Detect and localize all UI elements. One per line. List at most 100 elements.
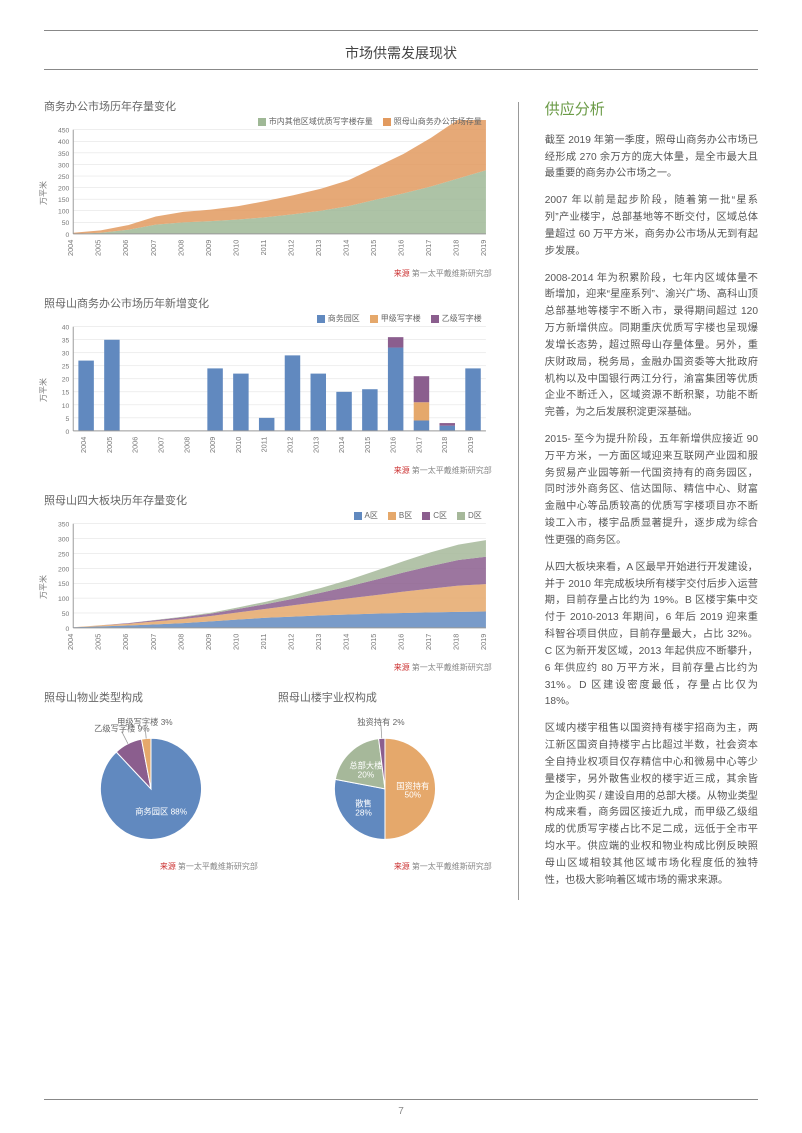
svg-text:2004: 2004 [79,437,88,453]
right-column: 供应分析 截至 2019 年第一季度，照母山商务办公市场已经形成 270 余万方… [545,98,758,900]
article-paragraph: 区域内楼宇租售以国资持有楼宇招商为主，两江新区国资自持楼宇占比超过半数，社会资本… [545,721,758,889]
svg-text:350: 350 [58,522,70,529]
svg-text:2015: 2015 [369,634,378,650]
svg-text:2006: 2006 [131,437,140,453]
svg-text:2018: 2018 [451,634,460,650]
article-body: 截至 2019 年第一季度，照母山商务办公市场已经形成 270 余万方的庞大体量… [545,133,758,890]
chart-2: 照母山商务办公市场历年新增变化 商务园区甲级写字楼乙级写字楼 万平米 05101… [44,295,492,476]
svg-text:2005: 2005 [94,634,103,650]
svg-text:2013: 2013 [314,240,323,256]
svg-text:2004: 2004 [66,634,75,650]
svg-text:2011: 2011 [260,437,269,453]
svg-text:100: 100 [58,596,70,603]
svg-text:40: 40 [62,325,70,332]
svg-text:0: 0 [66,429,70,436]
article-paragraph: 2008-2014 年为积累阶段，七年内区域体量不断增加，迎来“星座系列”、渝兴… [545,271,758,422]
svg-text:0: 0 [66,232,70,239]
svg-text:250: 250 [58,174,70,181]
svg-text:2016: 2016 [389,437,398,453]
svg-text:2006: 2006 [121,634,130,650]
chart-5: 照母山楼宇业权构成 国资持有50%散售28%总部大楼20%独资持有 2% 来源第… [278,689,492,872]
svg-text:2012: 2012 [285,437,294,453]
svg-text:2011: 2011 [259,634,268,650]
chart-2-source: 来源第一太平戴维斯研究部 [44,465,492,476]
svg-text:2019: 2019 [466,437,475,453]
svg-text:独资持有 2%: 独资持有 2% [357,717,405,727]
svg-text:2006: 2006 [121,240,130,256]
svg-text:2018: 2018 [451,240,460,256]
svg-text:2009: 2009 [204,634,213,650]
svg-text:2009: 2009 [204,240,213,256]
chart-1-box: 市内其他区域优质写字楼存量照母山商务办公市场存量 万平米 05010015020… [44,120,492,266]
chart-3-source: 来源第一太平戴维斯研究部 [44,662,492,673]
svg-text:2013: 2013 [314,634,323,650]
main-columns: 商务办公市场历年存量变化 市内其他区域优质写字楼存量照母山商务办公市场存量 万平… [44,98,758,900]
chart-1-source: 来源第一太平戴维斯研究部 [44,268,492,279]
chart-2-svg: 0510152025303540200420052006200720082009… [44,317,492,458]
svg-text:300: 300 [58,162,70,169]
svg-text:25: 25 [62,364,70,371]
chart-2-legend: 商务园区甲级写字楼乙级写字楼 [317,313,482,324]
chart-3-svg: 0501001502002503003502004200520062007200… [44,514,492,655]
pie-row: 照母山物业类型构成 商务园区 88%乙级写字楼 9%甲级写字楼 3% 来源第一太… [44,689,492,872]
svg-text:2008: 2008 [176,240,185,256]
svg-text:2017: 2017 [424,240,433,256]
svg-text:甲级写字楼 3%: 甲级写字楼 3% [117,717,173,727]
svg-text:250: 250 [58,552,70,559]
svg-text:2016: 2016 [396,240,405,256]
svg-text:2008: 2008 [182,437,191,453]
chart-4-title: 照母山物业类型构成 [44,689,258,705]
svg-text:20: 20 [62,377,70,384]
svg-text:2011: 2011 [259,240,268,256]
svg-text:0: 0 [66,626,70,633]
svg-text:2015: 2015 [369,240,378,256]
chart-3-title: 照母山四大板块历年存量变化 [44,492,492,508]
svg-text:2008: 2008 [176,634,185,650]
svg-text:20%: 20% [358,771,375,780]
svg-text:散售: 散售 [355,799,372,809]
chart-4: 照母山物业类型构成 商务园区 88%乙级写字楼 9%甲级写字楼 3% 来源第一太… [44,689,258,872]
chart-5-title: 照母山楼宇业权构成 [278,689,492,705]
svg-text:2007: 2007 [157,437,166,453]
svg-text:2010: 2010 [231,634,240,650]
svg-text:2005: 2005 [94,240,103,256]
left-column: 商务办公市场历年存量变化 市内其他区域优质写字楼存量照母山商务办公市场存量 万平… [44,98,492,900]
svg-text:150: 150 [58,197,70,204]
svg-text:2017: 2017 [424,634,433,650]
article-paragraph: 从四大板块来看，A 区最早开始进行开发建设，并于 2010 年完成板块所有楼宇交… [545,560,758,711]
chart-3-ylabel: 万平米 [38,575,49,599]
page-number: 7 [44,1099,758,1117]
svg-text:2010: 2010 [231,240,240,256]
chart-1: 商务办公市场历年存量变化 市内其他区域优质写字楼存量照母山商务办公市场存量 万平… [44,98,492,279]
svg-text:50%: 50% [404,791,421,800]
article-paragraph: 2015- 至今为提升阶段，五年新增供应接近 90 万平方米，一方面区域迎来互联… [545,432,758,550]
svg-text:35: 35 [62,338,70,345]
svg-text:2017: 2017 [414,437,423,453]
svg-text:100: 100 [58,209,70,216]
svg-text:2009: 2009 [208,437,217,453]
chart-1-legend: 市内其他区域优质写字楼存量照母山商务办公市场存量 [258,116,482,127]
svg-text:国资持有: 国资持有 [396,781,429,791]
svg-text:15: 15 [62,390,70,397]
chart-1-svg: 0501001502002503003504004502004200520062… [44,120,492,261]
svg-text:10: 10 [62,403,70,410]
svg-text:2010: 2010 [234,437,243,453]
chart-2-ylabel: 万平米 [38,378,49,402]
svg-text:2018: 2018 [440,437,449,453]
svg-text:2014: 2014 [337,437,346,453]
svg-text:2014: 2014 [341,240,350,256]
svg-text:50: 50 [62,611,70,618]
svg-text:2007: 2007 [149,634,158,650]
chart-3-legend: A区B区C区D区 [354,510,482,521]
svg-text:400: 400 [58,139,70,146]
svg-text:2005: 2005 [105,437,114,453]
svg-text:2013: 2013 [311,437,320,453]
svg-text:2019: 2019 [479,240,488,256]
svg-text:2007: 2007 [149,240,158,256]
chart-4-source: 来源第一太平戴维斯研究部 [44,861,258,872]
svg-text:2015: 2015 [363,437,372,453]
chart-1-ylabel: 万平米 [38,181,49,205]
svg-text:300: 300 [58,537,70,544]
chart-5-pie: 国资持有50%散售28%总部大楼20%独资持有 2% [278,709,492,859]
svg-text:50: 50 [62,220,70,227]
